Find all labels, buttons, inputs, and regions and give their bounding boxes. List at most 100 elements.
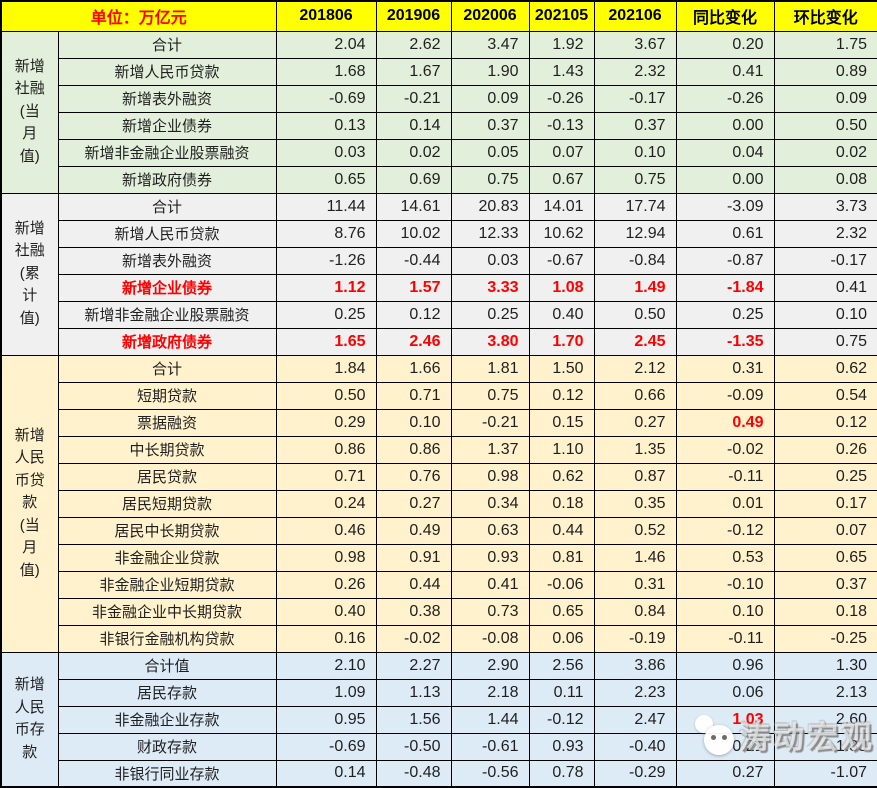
value-cell: 0.25 bbox=[675, 300, 775, 329]
value-cell: -0.09 bbox=[675, 381, 775, 410]
value-cell: 2.90 bbox=[450, 651, 530, 680]
value-cell: 0.89 bbox=[773, 57, 877, 86]
value-cell: 0.53 bbox=[675, 543, 775, 572]
value-cell: 0.10 bbox=[675, 597, 775, 626]
row-label: 居民短期贷款 bbox=[57, 489, 277, 518]
value-cell: 2.27 bbox=[375, 651, 452, 680]
row-group-label: 新增 社融 (当 月 值) bbox=[0, 30, 59, 194]
value-cell: 0.86 bbox=[275, 435, 377, 464]
value-cell: -3.09 bbox=[675, 192, 775, 221]
value-cell: 0.12 bbox=[375, 300, 452, 329]
value-cell: 0.13 bbox=[275, 111, 377, 140]
value-cell: 0.75 bbox=[593, 165, 677, 194]
table-row: 新增非金融企业股票融资 0.03 0.02 0.05 0.07 0.10 0.04 0.02 bbox=[1, 138, 877, 167]
value-cell: -0.11 bbox=[675, 624, 775, 653]
value-cell: 0.18 bbox=[773, 597, 877, 626]
row-label: 新增非金融企业股票融资 bbox=[57, 138, 277, 167]
value-cell: 0.26 bbox=[773, 435, 877, 464]
value-cell: 0.75 bbox=[773, 327, 877, 356]
value-cell: 0.06 bbox=[675, 678, 775, 707]
value-cell: 0.95 bbox=[275, 705, 377, 734]
table-row: 财政存款 -0.69 -0.50 -0.61 0.93 -0.40 0.21 -1.33 bbox=[1, 732, 877, 761]
row-label: 新增表外融资 bbox=[57, 84, 277, 113]
value-cell: -1.84 bbox=[675, 273, 775, 302]
value-cell: 0.75 bbox=[450, 381, 530, 410]
value-cell: 0.38 bbox=[375, 597, 452, 626]
value-cell: 0.27 bbox=[375, 489, 452, 518]
table-row: 居民贷款 0.71 0.76 0.98 0.62 0.87 -0.11 0.25 bbox=[1, 462, 877, 491]
value-cell: 1.37 bbox=[450, 435, 530, 464]
value-cell: 0.02 bbox=[773, 138, 877, 167]
value-cell: 0.37 bbox=[593, 111, 677, 140]
value-cell: 0.15 bbox=[528, 408, 595, 437]
row-label: 新增表外融资 bbox=[57, 246, 277, 275]
row-label: 非银行金融机构贷款 bbox=[57, 624, 277, 653]
value-cell: 0.37 bbox=[773, 570, 877, 599]
value-cell: 0.03 bbox=[275, 138, 377, 167]
value-cell: 0.14 bbox=[275, 759, 377, 788]
value-cell: 0.07 bbox=[773, 516, 877, 545]
value-cell: 0.44 bbox=[528, 516, 595, 545]
value-cell: 0.12 bbox=[773, 408, 877, 437]
column-header: 环比变化 bbox=[773, 0, 877, 32]
value-cell: 1.92 bbox=[528, 30, 595, 59]
value-cell: 0.67 bbox=[528, 165, 595, 194]
row-label: 合计 bbox=[57, 354, 277, 383]
table-row: 居民存款 1.09 1.13 2.18 0.11 2.23 0.06 2.13 bbox=[1, 678, 877, 707]
table-row: 非金融企业存款 0.95 1.56 1.44 -0.12 2.47 1.03 2.60 bbox=[1, 705, 877, 734]
value-cell: 0.73 bbox=[450, 597, 530, 626]
row-label: 中长期贷款 bbox=[57, 435, 277, 464]
table-row: 新增非金融企业股票融资 0.25 0.12 0.25 0.40 0.50 0.25 0.10 bbox=[1, 300, 877, 329]
value-cell: 0.65 bbox=[528, 597, 595, 626]
value-cell: 0.41 bbox=[773, 273, 877, 302]
row-label: 居民中长期贷款 bbox=[57, 516, 277, 545]
row-group-label: 新增 人民 币存 款 bbox=[0, 651, 59, 788]
value-cell: 0.09 bbox=[773, 84, 877, 113]
table-row: 新增人民币贷款 1.68 1.67 1.90 1.43 2.32 0.41 0.89 bbox=[1, 57, 877, 86]
value-cell: -0.21 bbox=[375, 84, 452, 113]
value-cell: 1.30 bbox=[773, 651, 877, 680]
value-cell: -0.06 bbox=[528, 570, 595, 599]
row-label: 短期贷款 bbox=[57, 381, 277, 410]
value-cell: 10.02 bbox=[375, 219, 452, 248]
value-cell: 0.02 bbox=[375, 138, 452, 167]
value-cell: -0.02 bbox=[675, 435, 775, 464]
row-label: 非金融企业存款 bbox=[57, 705, 277, 734]
value-cell: -0.67 bbox=[528, 246, 595, 275]
value-cell: 0.46 bbox=[275, 516, 377, 545]
value-cell: 1.03 bbox=[675, 705, 775, 734]
value-cell: 2.10 bbox=[275, 651, 377, 680]
table-row: 新增 人民 币存 款合计值 2.10 2.27 2.90 2.56 3.86 0.96 1.3… bbox=[0, 651, 877, 788]
value-cell: 0.93 bbox=[528, 732, 595, 761]
value-cell: 1.68 bbox=[275, 57, 377, 86]
table-row: 新增人民币贷款 8.76 10.02 12.33 10.62 12.94 0.61 2.32 bbox=[1, 219, 877, 248]
value-cell: 17.74 bbox=[593, 192, 677, 221]
row-label: 新增企业债券 bbox=[57, 273, 277, 302]
value-cell: 0.25 bbox=[773, 462, 877, 491]
table-row: 新增 人民 币贷 款 (当 月 值) 合计 1.84 1.66 1.81 1.50 2.12… bbox=[0, 354, 877, 653]
row-label: 新增政府债券 bbox=[57, 165, 277, 194]
value-cell: -0.56 bbox=[450, 759, 530, 788]
table-row: 新增表外融资 -0.69 -0.21 0.09 -0.26 -0.17 -0.26 0.09 bbox=[1, 84, 877, 113]
value-cell: 2.46 bbox=[375, 327, 452, 356]
value-cell: -0.40 bbox=[593, 732, 677, 761]
value-cell: 20.83 bbox=[450, 192, 530, 221]
value-cell: 1.81 bbox=[450, 354, 530, 383]
row-label: 合计 bbox=[57, 192, 277, 221]
value-cell: 1.10 bbox=[528, 435, 595, 464]
value-cell: 1.57 bbox=[375, 273, 452, 302]
value-cell: 1.43 bbox=[528, 57, 595, 86]
value-cell: 1.66 bbox=[375, 354, 452, 383]
value-cell: 1.90 bbox=[450, 57, 530, 86]
value-cell: 2.32 bbox=[773, 219, 877, 248]
row-label: 新增人民币贷款 bbox=[57, 57, 277, 86]
value-cell: 3.47 bbox=[450, 30, 530, 59]
value-cell: -1.33 bbox=[773, 732, 877, 761]
value-cell: 0.00 bbox=[675, 165, 775, 194]
row-label: 非金融企业短期贷款 bbox=[57, 570, 277, 599]
value-cell: -0.84 bbox=[593, 246, 677, 275]
value-cell: -0.08 bbox=[450, 624, 530, 653]
value-cell: -0.13 bbox=[528, 111, 595, 140]
value-cell: 1.56 bbox=[375, 705, 452, 734]
